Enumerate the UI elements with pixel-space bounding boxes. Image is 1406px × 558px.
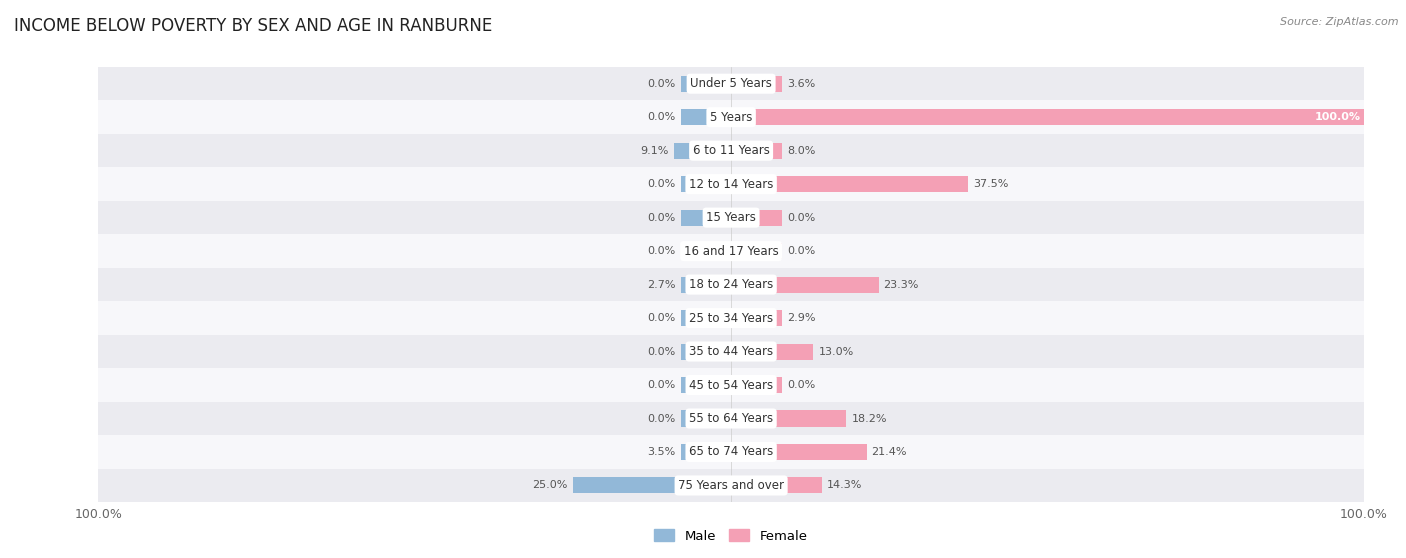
Text: 14.3%: 14.3% bbox=[827, 480, 862, 490]
Text: Source: ZipAtlas.com: Source: ZipAtlas.com bbox=[1281, 17, 1399, 27]
Bar bbox=[731, 411, 846, 426]
Text: 0.0%: 0.0% bbox=[787, 380, 815, 390]
Bar bbox=[681, 277, 731, 292]
Bar bbox=[98, 100, 1364, 134]
Text: 25.0%: 25.0% bbox=[533, 480, 568, 490]
Text: 0.0%: 0.0% bbox=[647, 179, 675, 189]
Bar bbox=[731, 277, 879, 292]
Bar bbox=[731, 243, 782, 259]
Text: 25 to 34 Years: 25 to 34 Years bbox=[689, 311, 773, 325]
Text: 75 Years and over: 75 Years and over bbox=[678, 479, 785, 492]
Bar bbox=[731, 444, 866, 460]
Text: 37.5%: 37.5% bbox=[973, 179, 1010, 189]
Text: 15 Years: 15 Years bbox=[706, 211, 756, 224]
Text: 0.0%: 0.0% bbox=[647, 213, 675, 223]
Bar bbox=[731, 478, 821, 493]
Legend: Male, Female: Male, Female bbox=[650, 524, 813, 548]
Text: 8.0%: 8.0% bbox=[787, 146, 815, 156]
Text: 0.0%: 0.0% bbox=[787, 246, 815, 256]
Bar bbox=[98, 469, 1364, 502]
Text: Under 5 Years: Under 5 Years bbox=[690, 77, 772, 90]
Bar bbox=[681, 377, 731, 393]
Text: 23.3%: 23.3% bbox=[883, 280, 920, 290]
Bar bbox=[98, 402, 1364, 435]
Bar bbox=[98, 435, 1364, 469]
Bar bbox=[98, 335, 1364, 368]
Bar bbox=[681, 344, 731, 359]
Text: 0.0%: 0.0% bbox=[647, 246, 675, 256]
Bar bbox=[673, 143, 731, 158]
Text: 16 and 17 Years: 16 and 17 Years bbox=[683, 244, 779, 258]
Bar bbox=[731, 143, 782, 158]
Text: 0.0%: 0.0% bbox=[647, 380, 675, 390]
Text: 12 to 14 Years: 12 to 14 Years bbox=[689, 177, 773, 191]
Bar bbox=[681, 243, 731, 259]
Bar bbox=[98, 201, 1364, 234]
Text: 0.0%: 0.0% bbox=[647, 347, 675, 357]
Bar bbox=[98, 167, 1364, 201]
Text: 5 Years: 5 Years bbox=[710, 110, 752, 124]
Bar bbox=[731, 210, 782, 225]
Text: 0.0%: 0.0% bbox=[787, 213, 815, 223]
Bar bbox=[731, 176, 969, 192]
Text: 0.0%: 0.0% bbox=[647, 313, 675, 323]
Text: 3.5%: 3.5% bbox=[647, 447, 675, 457]
Bar bbox=[731, 377, 782, 393]
Text: 6 to 11 Years: 6 to 11 Years bbox=[693, 144, 769, 157]
Bar bbox=[98, 301, 1364, 335]
Bar bbox=[681, 411, 731, 426]
Text: 45 to 54 Years: 45 to 54 Years bbox=[689, 378, 773, 392]
Bar bbox=[98, 268, 1364, 301]
Bar bbox=[681, 76, 731, 92]
Text: 55 to 64 Years: 55 to 64 Years bbox=[689, 412, 773, 425]
Bar bbox=[681, 210, 731, 225]
Bar bbox=[731, 76, 782, 92]
Text: INCOME BELOW POVERTY BY SEX AND AGE IN RANBURNE: INCOME BELOW POVERTY BY SEX AND AGE IN R… bbox=[14, 17, 492, 35]
Text: 3.6%: 3.6% bbox=[787, 79, 815, 89]
Bar bbox=[681, 109, 731, 125]
Text: 2.7%: 2.7% bbox=[647, 280, 675, 290]
Text: 0.0%: 0.0% bbox=[647, 112, 675, 122]
Bar bbox=[574, 478, 731, 493]
Bar bbox=[681, 176, 731, 192]
Text: 2.9%: 2.9% bbox=[787, 313, 815, 323]
Text: 21.4%: 21.4% bbox=[872, 447, 907, 457]
Text: 13.0%: 13.0% bbox=[818, 347, 853, 357]
Text: 0.0%: 0.0% bbox=[647, 413, 675, 424]
Text: 9.1%: 9.1% bbox=[640, 146, 668, 156]
Bar bbox=[681, 310, 731, 326]
Bar bbox=[98, 234, 1364, 268]
Text: 65 to 74 Years: 65 to 74 Years bbox=[689, 445, 773, 459]
Text: 18 to 24 Years: 18 to 24 Years bbox=[689, 278, 773, 291]
Bar bbox=[98, 134, 1364, 167]
Text: 35 to 44 Years: 35 to 44 Years bbox=[689, 345, 773, 358]
Bar bbox=[681, 444, 731, 460]
Bar bbox=[98, 67, 1364, 100]
Bar bbox=[731, 109, 1364, 125]
Text: 18.2%: 18.2% bbox=[851, 413, 887, 424]
Text: 0.0%: 0.0% bbox=[647, 79, 675, 89]
Bar bbox=[731, 310, 782, 326]
Text: 100.0%: 100.0% bbox=[1315, 112, 1361, 122]
Bar bbox=[731, 344, 813, 359]
Bar bbox=[98, 368, 1364, 402]
